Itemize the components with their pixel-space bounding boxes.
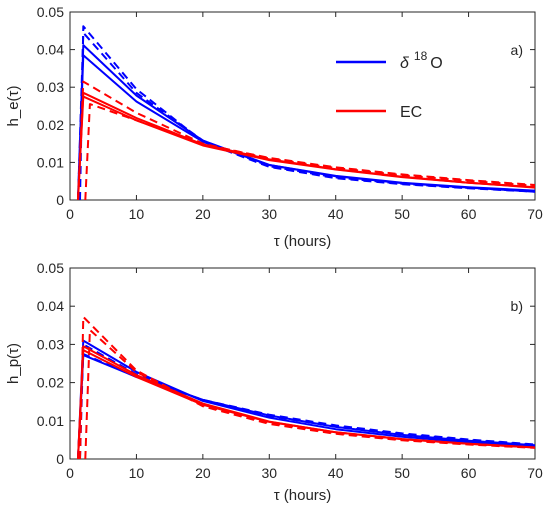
panel-label: b) bbox=[511, 298, 523, 314]
y-tick-label: 0.04 bbox=[37, 42, 64, 58]
legend-label: EC bbox=[400, 104, 422, 121]
legend-label-sup: 18 bbox=[414, 49, 428, 63]
y-axis-label: h_e(τ) bbox=[5, 86, 22, 127]
series-d18o-solid-line bbox=[77, 339, 535, 459]
plot-area bbox=[69, 11, 536, 201]
y-tick-label: 0.05 bbox=[37, 260, 64, 276]
y-tick-label: 0.02 bbox=[37, 375, 64, 391]
panel-b: 0 10 20 30 40 50 60 70 0 0.01 0.02 0.03 0.04 0.05 τ (h… bbox=[5, 260, 543, 504]
x-tick-label: 70 bbox=[527, 465, 543, 481]
x-tick-label: 0 bbox=[66, 206, 74, 222]
x-tick-label: 70 bbox=[527, 206, 543, 222]
y-axis-label: h_p(τ) bbox=[5, 343, 22, 384]
series-ec-dashed-line bbox=[84, 103, 535, 200]
x-tick-label: 40 bbox=[328, 206, 344, 222]
y-tick-label: 0.03 bbox=[37, 79, 64, 95]
panel-a: 0 10 20 30 40 50 60 70 0 0.01 0.02 0.03 0.04 0.05 τ (h… bbox=[5, 4, 543, 250]
series-d18o-dashed-line bbox=[79, 343, 535, 459]
series-d18o-dashed-line bbox=[77, 31, 535, 200]
series-ec-solid-line bbox=[77, 95, 535, 200]
x-tick-label: 50 bbox=[394, 206, 410, 222]
legend: δ 18 O EC bbox=[336, 49, 443, 121]
y-tick-label: 0 bbox=[56, 451, 64, 467]
x-axis-label: τ (hours) bbox=[274, 233, 332, 250]
series-ec-dashed-line bbox=[84, 328, 535, 459]
legend-label-tail: O bbox=[430, 55, 442, 72]
x-tick-label: 30 bbox=[261, 206, 277, 222]
x-tick-label: 30 bbox=[261, 465, 277, 481]
x-tick-label: 20 bbox=[195, 206, 211, 222]
legend-label-main: δ bbox=[400, 55, 410, 72]
y-tick-label: 0.04 bbox=[37, 298, 64, 314]
panel-label: a) bbox=[511, 42, 523, 58]
y-tick-label: 0.01 bbox=[37, 413, 64, 429]
x-tick-label: 50 bbox=[394, 465, 410, 481]
y-tick-label: 0.03 bbox=[37, 336, 64, 352]
y-tick-label: 0 bbox=[56, 192, 64, 208]
y-tick-label: 0.05 bbox=[37, 4, 64, 20]
legend-label: δ 18 O bbox=[400, 49, 443, 72]
plot-area bbox=[69, 267, 536, 460]
legend-label-main: EC bbox=[400, 104, 422, 121]
x-tick-label: 10 bbox=[129, 465, 145, 481]
y-tick-label: 0.01 bbox=[37, 154, 64, 170]
x-tick-label: 60 bbox=[461, 206, 477, 222]
x-tick-label: 20 bbox=[195, 465, 211, 481]
y-tick-label: 0.02 bbox=[37, 117, 64, 133]
series-group bbox=[77, 315, 535, 459]
x-tick-label: 40 bbox=[328, 465, 344, 481]
series-d18o-dashed-line bbox=[77, 353, 535, 459]
x-tick-label: 10 bbox=[129, 206, 145, 222]
series-group bbox=[77, 25, 535, 200]
x-tick-label: 60 bbox=[461, 465, 477, 481]
x-axis-label: τ (hours) bbox=[274, 487, 332, 504]
x-tick-label: 0 bbox=[66, 465, 74, 481]
